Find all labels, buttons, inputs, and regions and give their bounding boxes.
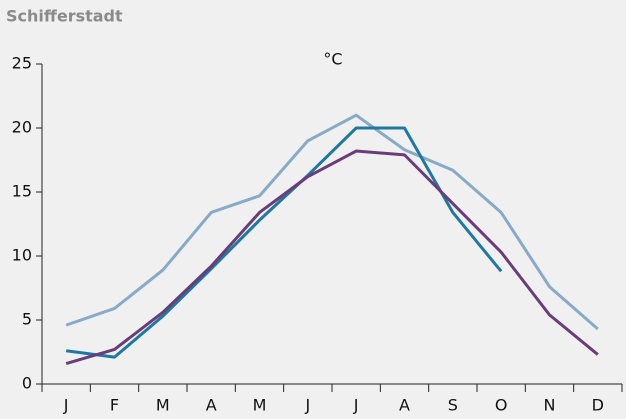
x-tick-label: N: [544, 396, 556, 415]
x-tick-label: F: [110, 396, 119, 415]
y-tick-label: 0: [22, 374, 32, 393]
x-tick-label: D: [592, 396, 604, 415]
y-tick-label: 5: [22, 310, 32, 329]
y-tick-label: 10: [12, 246, 32, 265]
x-tick-label: J: [353, 396, 359, 415]
x-tick-label: J: [63, 396, 69, 415]
series-line: [65, 113, 599, 331]
unit-label: °C: [323, 50, 342, 69]
x-tick-label: J: [304, 396, 310, 415]
x-tick-label: A: [206, 396, 217, 415]
series-line: [65, 149, 599, 365]
y-tick-label: 15: [12, 182, 32, 201]
chart-title: Schifferstadt: [6, 7, 123, 26]
y-tick-label: 20: [12, 118, 32, 137]
series-line: [65, 126, 503, 359]
x-tick-label: M: [156, 396, 170, 415]
x-tick-label: M: [253, 396, 267, 415]
x-tick-label: O: [495, 396, 508, 415]
x-tick-label: S: [448, 396, 458, 415]
y-tick-label: 25: [12, 54, 32, 73]
x-tick-label: A: [399, 396, 410, 415]
